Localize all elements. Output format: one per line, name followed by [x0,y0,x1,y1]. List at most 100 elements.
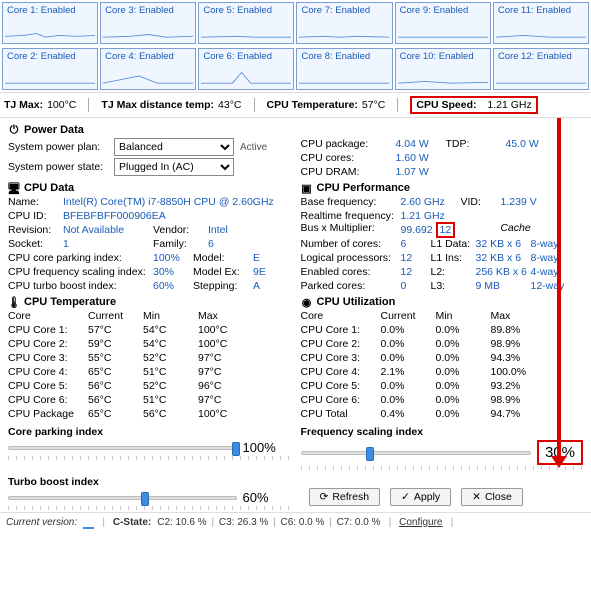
cell: 100°C [198,338,253,350]
core-tile[interactable]: Core 9: Enabled [395,2,491,44]
core-label: Core 12: Enabled [498,51,572,62]
k: Revision: [8,224,63,236]
cell: 65°C [88,366,143,378]
cell: 0.0% [436,324,491,336]
k: CPU DRAM: [301,166,396,178]
slider-thumb[interactable] [366,447,374,461]
core-tile[interactable]: Core 11: Enabled [493,2,589,44]
k: Family: [153,238,208,250]
v: 100% [153,252,193,264]
cpuspeed-label: CPU Speed: [416,99,476,111]
refresh-button[interactable]: ⟳Refresh [309,488,381,506]
k: CPU ID: [8,210,63,222]
power-state-select[interactable]: Plugged In (AC) [114,158,234,176]
cell: 51°C [143,394,198,406]
col-header: Max [198,310,253,322]
core-tile[interactable]: Core 8: Enabled [296,48,392,90]
bus-multiplier-highlight: 12 [436,222,456,238]
cell: 59°C [88,338,143,350]
cell: 55°C [88,352,143,364]
cpu-performance-section: ▣CPU Performance Base frequency:2.60 GHz… [301,182,584,292]
col-header: Min [143,310,198,322]
power-plan-select[interactable]: Balanced [114,138,234,156]
tjmax-label: TJ Max: [4,99,43,111]
v: E [253,252,283,264]
slider-ticks [301,466,584,470]
cell: 97°C [198,352,253,364]
power-plan-status: Active [240,142,267,153]
cell: CPU Total [301,408,381,420]
k: Logical processors: [301,252,401,264]
cell: CPU Package [8,408,88,420]
summary-bar: TJ Max: 100°C TJ Max distance temp: 43°C… [0,92,591,118]
v: 1.07 W [396,166,446,178]
core-tile[interactable]: Core 5: Enabled [198,2,294,44]
cell: CPU Core 3: [301,352,381,364]
cell: 0.4% [381,408,436,420]
cputemp-label: CPU Temperature: [267,99,358,111]
slider-ticks [8,456,291,460]
v: 1.60 W [396,152,446,164]
core-tile[interactable]: Core 12: Enabled [493,48,589,90]
slider-thumb[interactable] [141,492,149,506]
cell: CPU Core 6: [301,394,381,406]
k: TDP: [446,138,506,150]
section-title: CPU Performance [317,182,411,194]
core-parking-slider-block: Core parking index 100% [8,426,291,470]
core-label: Core 6: Enabled [203,51,272,62]
v: 60% [153,280,193,292]
cell: 65°C [88,408,143,420]
configure-link[interactable]: Configure [399,517,442,528]
slider-thumb[interactable] [232,442,240,456]
cpu-speed-highlight: CPU Speed: 1.21 GHz [410,96,537,114]
cpu-data-section: 🖥CPU Data Name:Intel(R) Core(TM) i7-8850… [8,182,291,292]
frequency-scaling-slider[interactable] [301,451,531,455]
cell: 98.9% [491,394,546,406]
cell: CPU Core 2: [8,338,88,350]
cell: 2.1% [381,366,436,378]
core-tiles-row-1: Core 1: Enabled Core 3: Enabled Core 5: … [0,0,591,46]
cell: CPU Core 1: [8,324,88,336]
cell: 93.2% [491,380,546,392]
v: Not Available [63,224,153,236]
bus-value: 99.692 [401,224,436,236]
version-label: Current version: [6,517,77,528]
k: Number of cores: [301,238,401,250]
core-tile[interactable]: Core 2: Enabled [2,48,98,90]
cell: 52°C [143,380,198,392]
k: Base frequency: [301,196,401,208]
cpu-temperature-section: 🌡CPU Temperature CoreCurrentMinMaxCPU Co… [8,296,291,420]
close-button[interactable]: ✕Close [461,488,523,506]
core-label: Core 9: Enabled [400,5,469,16]
core-tile[interactable]: Core 7: Enabled [296,2,392,44]
v: 4.04 W [396,138,446,150]
status-bar: Current version: | C-State: C2: 10.6 % |… [0,512,591,531]
cputemp-value: 57°C [362,99,385,111]
core-label: Core 11: Enabled [498,5,571,16]
v: 1 [63,238,153,250]
core-tile[interactable]: Core 10: Enabled [395,48,491,90]
cell: CPU Core 4: [8,366,88,378]
divider [88,98,89,112]
col-header: Current [88,310,143,322]
core-tile[interactable]: Core 6: Enabled [198,48,294,90]
turbo-boost-slider[interactable] [8,496,237,500]
k: Model: [193,252,253,264]
cell: 56°C [88,380,143,392]
cell: 94.3% [491,352,546,364]
cell: CPU Core 4: [301,366,381,378]
core-parking-slider[interactable] [8,446,237,450]
col-header: Max [491,310,546,322]
k: Stepping: [193,280,253,292]
cell: 89.8% [491,324,546,336]
k: CPU frequency scaling index: [8,266,153,278]
core-label: Core 5: Enabled [203,5,272,16]
apply-button[interactable]: ✓Apply [390,488,451,506]
core-tile[interactable]: Core 4: Enabled [100,48,196,90]
cell: CPU Core 5: [301,380,381,392]
v: 32 KB x 6 [476,252,531,264]
core-tile[interactable]: Core 1: Enabled [2,2,98,44]
cell: 96°C [198,380,253,392]
cell: 97°C [198,394,253,406]
core-tile[interactable]: Core 3: Enabled [100,2,196,44]
